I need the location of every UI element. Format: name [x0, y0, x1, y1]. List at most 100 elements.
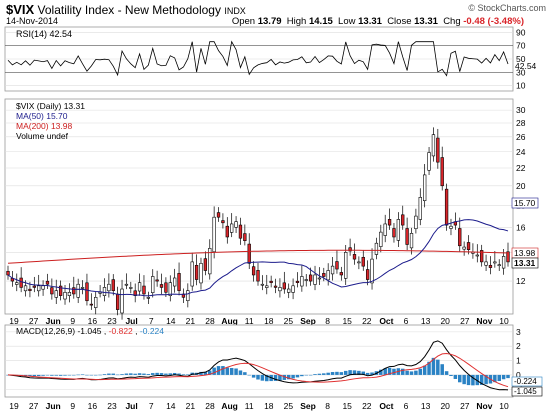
candle-body [339, 272, 343, 276]
candle-body [238, 224, 243, 239]
candle-body [317, 277, 322, 280]
date-tick-label: 7 [149, 401, 154, 411]
date-tick-label: 16 [88, 401, 98, 411]
date-tick-label: Sep [300, 401, 316, 411]
candle-body [168, 282, 172, 296]
candle-body [45, 280, 50, 285]
date-tick-label: 27 [460, 401, 470, 411]
candle-body [19, 277, 23, 288]
candle-body [365, 269, 370, 280]
rsi-tick-label: 90 [516, 27, 526, 37]
candle-body [269, 280, 273, 283]
macd-hist-bar [63, 374, 67, 376]
macd-hist-bar [370, 372, 374, 375]
macd-hist-bar [444, 371, 449, 375]
legend-price: $VIX (Daily) 13.31 [16, 101, 85, 111]
candle-body [304, 279, 308, 281]
date-tick-label: 6 [404, 401, 409, 411]
macd-label-prefix: MACD(12,26,9) [16, 326, 75, 336]
macd-hist-bar [28, 374, 32, 377]
macd-hist-bar [45, 374, 50, 376]
candle-body [194, 264, 199, 280]
candle-body [50, 287, 54, 295]
macd-hist-bar [471, 374, 475, 386]
date-tick-label: 22 [362, 316, 372, 326]
macd-hist-bar [475, 374, 480, 386]
macd-hist-bar [339, 372, 344, 375]
macd-hist-bar [203, 371, 208, 375]
macd-hist-bar [304, 374, 308, 376]
date-tick-label: 20 [440, 316, 450, 326]
candle-body [265, 285, 269, 288]
candle-body [102, 287, 107, 296]
macd-hist-bar [348, 370, 352, 375]
macd-hist-bar [335, 371, 339, 375]
candle-body [111, 279, 115, 291]
macd-hist-bar [199, 371, 203, 375]
candle-body [287, 288, 291, 293]
candle-body [15, 282, 19, 285]
candle-body [396, 219, 401, 241]
brand: © StockCharts.com [468, 3, 546, 13]
candle-body [313, 274, 317, 285]
date-tick-label: 11 [245, 316, 254, 326]
date-tick-label: Jul [125, 401, 137, 411]
rsi-tick-label: 10 [516, 81, 526, 91]
candle-body [41, 285, 45, 290]
macd-hist-bar [458, 374, 462, 383]
macd-hist-bar [440, 364, 444, 375]
macd-hist-bar [36, 374, 41, 376]
legend-ma50: MA(50) 15.70 [16, 111, 68, 121]
candle-body [151, 276, 155, 294]
candle-body [335, 261, 339, 270]
macd-hist-bar [67, 374, 72, 376]
candle-body [107, 283, 111, 292]
candle-body [260, 283, 265, 286]
candle-body [133, 290, 137, 296]
date-tick-label: 27 [29, 401, 39, 411]
candle-body [54, 290, 58, 298]
open-label: Open [231, 16, 256, 27]
candle-body [462, 246, 466, 250]
candle-body [89, 303, 93, 306]
macd-hist-bar [260, 374, 265, 381]
candle-body [497, 264, 501, 267]
candle-body [221, 220, 225, 224]
rsi-grid: 90 70 50 30 10 [5, 27, 526, 91]
macd-tick-label: 2 [516, 341, 521, 351]
date-tick-label: Jun [46, 316, 61, 326]
macd-hist-bar [462, 374, 466, 385]
date-tick-label: 6 [404, 316, 409, 326]
macd-hist-bar [142, 373, 146, 375]
date-tick-label: Aug [221, 401, 238, 411]
candle-body [282, 282, 286, 290]
macd-hist-bar [76, 374, 80, 376]
macd-hist-bar [453, 374, 458, 379]
macd-hist-bar [129, 373, 133, 375]
price-tick-label: 12 [516, 276, 526, 286]
rsi-tick-label: 30 [516, 67, 526, 77]
candle-body [348, 247, 352, 252]
date-tick-label: Sep [300, 316, 316, 326]
chg-label: Chg [443, 16, 461, 27]
macd-hist-bar [172, 372, 177, 375]
candle-body [405, 228, 409, 245]
macd-hist-bar [352, 370, 357, 375]
candle-body [251, 266, 256, 276]
macd-hist-bar [317, 373, 322, 375]
macd-label-sep2: , [135, 326, 137, 336]
date-tick-label: Nov [476, 316, 492, 326]
date-tick-label: 13 [421, 316, 431, 326]
price-tick-label: 28 [516, 118, 526, 128]
price-legend: $VIX (Daily) 13.31 MA(50) 15.70 MA(200) … [16, 101, 85, 141]
high-value: 14.15 [308, 16, 333, 27]
price-tick-label: 20 [516, 181, 526, 191]
ma200-tag: 13.98 [514, 248, 536, 258]
macd-hist-bar [392, 368, 396, 375]
macd-hist-bar [225, 367, 230, 375]
macd-hist-bar [436, 359, 440, 375]
macd-hist-bar [265, 374, 269, 382]
candle-body [295, 280, 300, 283]
candle-body [212, 216, 216, 253]
date-tick-label: 14 [166, 316, 176, 326]
